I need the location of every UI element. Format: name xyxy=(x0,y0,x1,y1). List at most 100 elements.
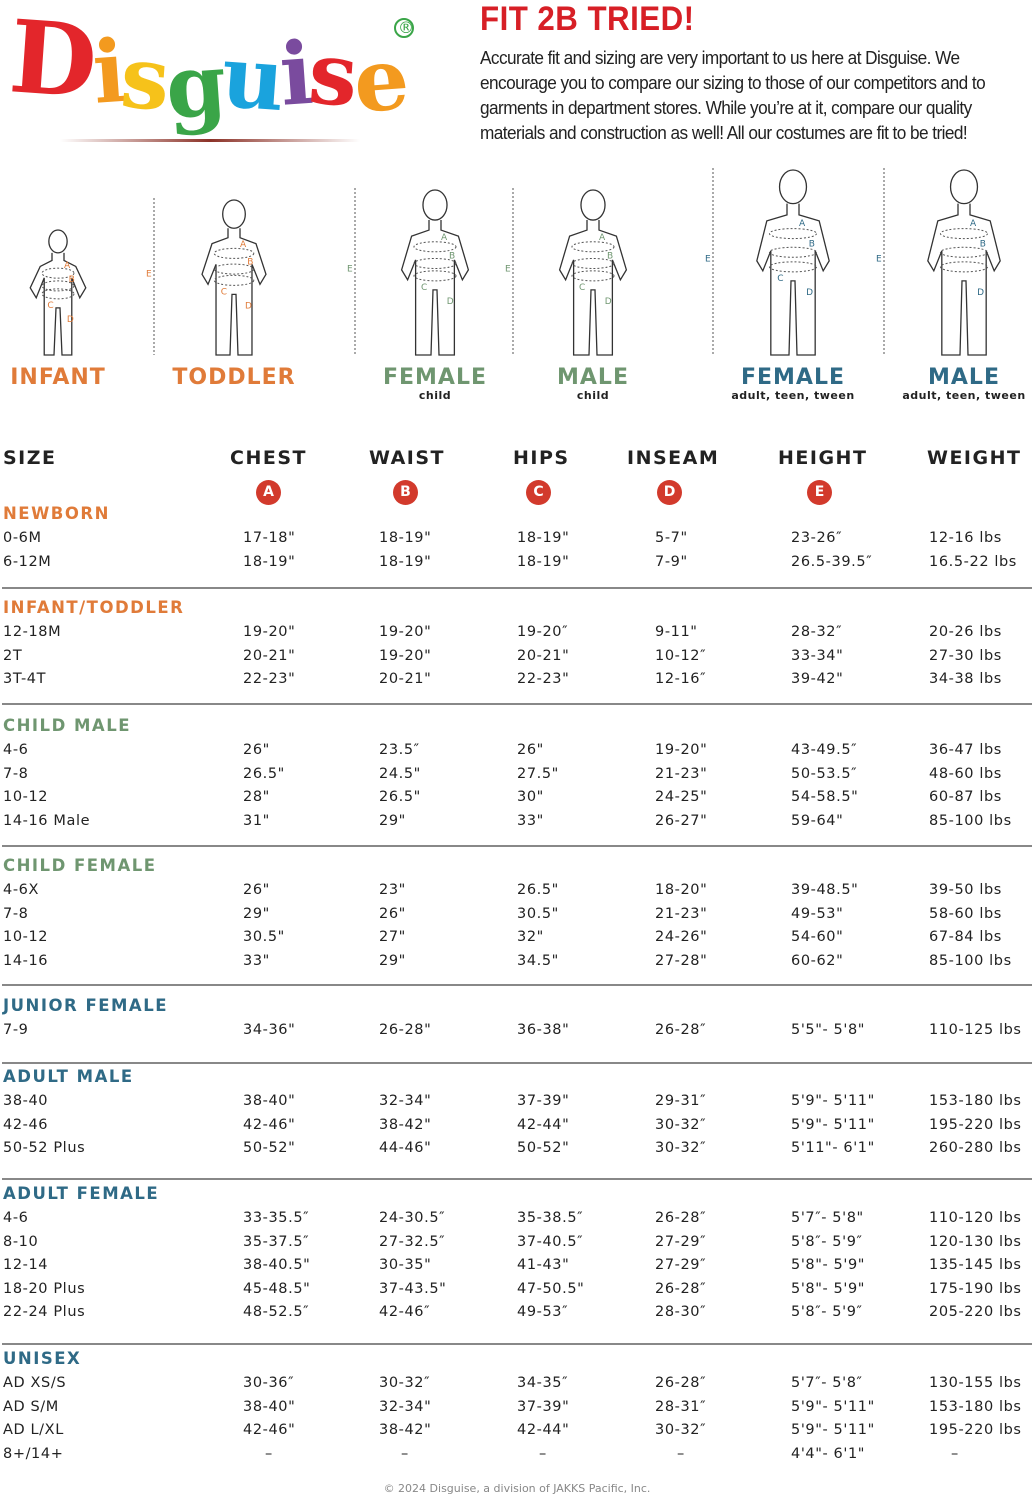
size-cell: 8-10 xyxy=(3,1233,39,1250)
measure-mark-c: C xyxy=(777,274,783,284)
value-cell: 30" xyxy=(517,789,544,806)
column-header-height: HEIGHT xyxy=(778,447,868,469)
value-cell: 41-43" xyxy=(517,1257,570,1274)
value-cell: 19-20" xyxy=(379,647,432,664)
figure-sublabel: child xyxy=(418,389,452,402)
value-cell: 30-35" xyxy=(379,1257,432,1274)
value-cell: 33-34" xyxy=(791,647,844,664)
value-cell: 54-60" xyxy=(791,929,844,946)
value-cell: 36-47 lbs xyxy=(929,742,1002,758)
measure-ring xyxy=(213,274,255,286)
measure-badge-a: A xyxy=(256,480,281,505)
value-cell: 30-36″ xyxy=(243,1375,295,1391)
value-cell: 27-32.5″ xyxy=(379,1233,446,1250)
value-cell: 130-155 lbs xyxy=(929,1375,1022,1391)
value-cell: 29" xyxy=(379,812,406,829)
value-cell: 120-130 lbs xyxy=(929,1233,1022,1250)
value-cell: 16.5-22 lbs xyxy=(929,553,1017,570)
value-cell: 26-28″ xyxy=(655,1022,707,1038)
figure-male-outline: AB C D E xyxy=(505,188,628,356)
figure-sublabel: adult, teen, tween xyxy=(902,389,1026,402)
value-cell: 5'8"- 5'9" xyxy=(791,1280,866,1297)
size-cell: 4-6X xyxy=(3,882,40,898)
value-cell: 60-62" xyxy=(791,952,844,969)
value-cell: 26-28″ xyxy=(655,1280,707,1297)
value-cell: 60-87 lbs xyxy=(929,789,1002,806)
value-cell: 85-100 lbs xyxy=(929,812,1012,829)
value-cell: 34-35″ xyxy=(517,1375,569,1391)
measure-mark-e: E xyxy=(505,265,511,275)
size-cell: 4-6 xyxy=(3,1210,29,1226)
size-cell: 14-16 Male xyxy=(3,812,91,829)
value-cell: 26-28″ xyxy=(655,1375,707,1391)
value-cell: 24.5" xyxy=(379,765,421,782)
disguise-logo: Disguise ® xyxy=(6,0,414,139)
value-cell: 5'8″- 5'9″ xyxy=(791,1233,863,1250)
value-cell: 54-58.5" xyxy=(791,789,859,806)
value-cell: 44-46" xyxy=(379,1140,432,1157)
value-cell: 26.5" xyxy=(379,789,421,806)
value-cell: 260-280 lbs xyxy=(929,1140,1022,1157)
value-cell: 5'9"- 5'11" xyxy=(791,1093,875,1109)
section-divider xyxy=(2,1343,1032,1345)
figure-head xyxy=(949,169,979,205)
value-cell: 49-53″ xyxy=(517,1304,569,1321)
column-header-hips: HIPS xyxy=(513,447,570,469)
value-cell: 34-38 lbs xyxy=(929,671,1002,688)
logo-letter: e xyxy=(350,28,408,133)
section-divider xyxy=(2,845,1032,847)
value-cell: 195-220 lbs xyxy=(929,1422,1022,1439)
value-cell: – xyxy=(265,1445,273,1462)
value-cell: 36-38" xyxy=(517,1022,570,1038)
value-cell: 26.5" xyxy=(243,765,285,782)
section-divider xyxy=(2,984,1032,986)
value-cell: 26" xyxy=(517,742,544,758)
figure-body xyxy=(558,220,628,356)
logo-letter: s xyxy=(117,26,170,131)
section-title: ADULT MALE xyxy=(3,1067,134,1086)
figure-body xyxy=(29,252,87,356)
measure-badge-d: D xyxy=(657,480,682,505)
value-cell: 22-23" xyxy=(517,671,570,688)
figure-label: FEMALE xyxy=(740,365,846,390)
value-cell: 175-190 lbs xyxy=(929,1280,1022,1297)
value-cell: 30-32″ xyxy=(379,1375,431,1391)
value-cell: – xyxy=(951,1445,959,1462)
value-cell: 58-60 lbs xyxy=(929,905,1002,922)
measure-mark-e: E xyxy=(347,265,353,275)
size-cell: 12-14 xyxy=(3,1257,49,1274)
value-cell: 30.5" xyxy=(243,929,285,946)
size-cell: 14-16 xyxy=(3,952,49,969)
figure-head xyxy=(48,229,68,254)
value-cell: 30-32″ xyxy=(655,1116,707,1133)
measure-ring xyxy=(939,246,989,258)
value-cell: – xyxy=(677,1445,685,1462)
measure-ring xyxy=(768,228,818,240)
measure-mark-d: D xyxy=(447,297,454,307)
value-cell: 31" xyxy=(243,812,270,829)
figure-head xyxy=(580,189,606,221)
value-cell: 195-220 lbs xyxy=(929,1116,1022,1133)
registered-mark: ® xyxy=(394,18,414,38)
value-cell: 23-26″ xyxy=(791,530,843,546)
value-cell: 30.5" xyxy=(517,905,559,922)
size-cell: 7-9 xyxy=(3,1022,29,1038)
measure-mark-b: B xyxy=(69,275,75,285)
value-cell: 19-20″ xyxy=(517,624,569,640)
measure-ring xyxy=(768,261,818,273)
value-cell: 50-53.5″ xyxy=(791,765,858,782)
value-cell: 33" xyxy=(243,952,270,969)
value-cell: 38-42" xyxy=(379,1422,432,1439)
value-cell: 39-42" xyxy=(791,671,844,688)
figure-body xyxy=(400,220,470,356)
logo-underline xyxy=(60,139,360,142)
value-cell: 19-20" xyxy=(243,624,296,640)
size-cell: 42-46 xyxy=(3,1116,49,1133)
figure-body xyxy=(201,228,267,356)
measure-mark-c: C xyxy=(221,287,227,297)
measure-mark-d: D xyxy=(245,301,252,311)
value-cell: 153-180 lbs xyxy=(929,1093,1022,1109)
value-cell: 27" xyxy=(379,929,406,946)
value-cell: – xyxy=(539,1445,547,1462)
